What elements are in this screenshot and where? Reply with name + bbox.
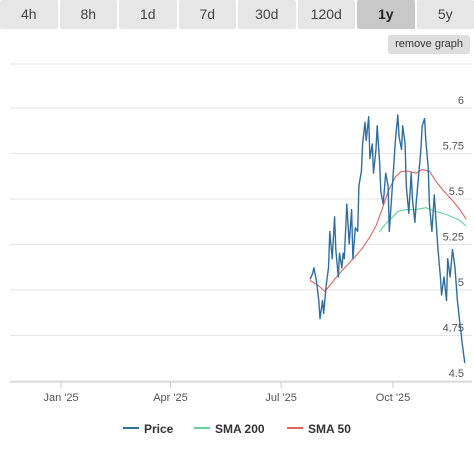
chart-axes: 4.5 4.75 5 5.25 5.5 5.75 6 Jan '25 Apr '25 Jul '2… <box>10 95 472 404</box>
chart-grid <box>10 63 472 382</box>
range-tab-1d[interactable]: 1d <box>119 0 177 29</box>
x-tick-label: Oct '25 <box>376 392 411 404</box>
range-tab-30d[interactable]: 30d <box>238 0 296 29</box>
x-tick-label: Apr '25 <box>153 392 188 404</box>
remove-graph-button[interactable]: remove graph <box>388 35 470 54</box>
y-tick-label: 4.5 <box>449 368 464 380</box>
range-tab-4h[interactable]: 4h <box>0 0 58 29</box>
legend-item-price[interactable]: Price <box>123 422 174 436</box>
legend-label: SMA 50 <box>308 422 351 436</box>
range-tab-120d[interactable]: 120d <box>297 0 355 29</box>
y-tick-label: 5.75 <box>443 141 464 153</box>
chart-series <box>309 114 467 364</box>
legend-item-sma-50[interactable]: SMA 50 <box>287 422 351 436</box>
x-tick-label: Jan '25 <box>43 392 78 404</box>
x-tick-label: Jul '25 <box>265 392 296 404</box>
chart-legend: Price SMA 200 SMA 50 <box>123 422 351 436</box>
series-line-price <box>309 114 466 364</box>
y-tick-label: 5 <box>458 277 464 289</box>
range-tab-5y[interactable]: 5y <box>416 0 474 29</box>
y-tick-label: 6 <box>458 95 464 107</box>
legend-item-sma-200[interactable]: SMA 200 <box>194 422 265 436</box>
legend-label: Price <box>144 422 174 436</box>
range-tabs: 4h 8h 1d 7d 30d 120d 1y 5y <box>0 0 474 29</box>
series-line-sma-200 <box>379 207 467 232</box>
range-tab-7d[interactable]: 7d <box>178 0 236 29</box>
y-tick-label: 5.25 <box>443 232 464 244</box>
y-tick-label: 5.5 <box>449 186 464 198</box>
legend-label: SMA 200 <box>215 422 265 436</box>
range-tab-8h[interactable]: 8h <box>59 0 117 29</box>
y-tick-label: 4.75 <box>443 323 464 335</box>
range-tab-1y[interactable]: 1y <box>357 0 415 29</box>
